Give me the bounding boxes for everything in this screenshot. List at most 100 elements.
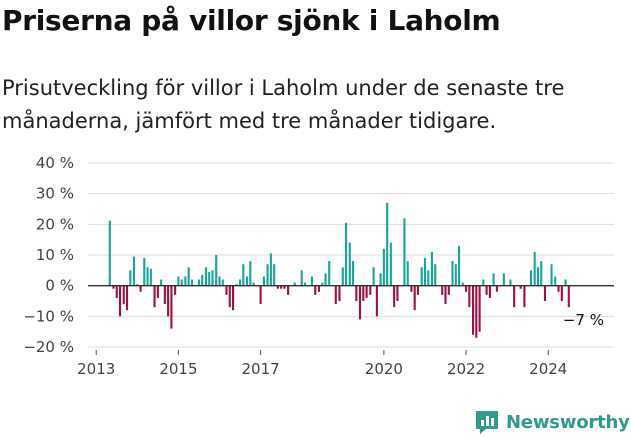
bar [187, 267, 190, 286]
bar [482, 279, 485, 286]
bar [369, 285, 372, 295]
bar [355, 285, 358, 301]
bar [139, 285, 142, 292]
bar [351, 261, 355, 286]
bar [129, 270, 132, 286]
bar [266, 264, 269, 286]
bar [348, 242, 351, 286]
bar [225, 285, 228, 295]
bar [403, 218, 406, 286]
bar [143, 258, 146, 286]
latest-value-label: −7 % [563, 311, 604, 329]
bar [283, 285, 286, 289]
bar [533, 251, 536, 286]
bar [345, 222, 348, 286]
bar [156, 285, 159, 298]
bar [174, 285, 177, 295]
chart-grid [88, 162, 614, 348]
bar [362, 285, 365, 301]
bar [427, 270, 430, 286]
bar [465, 285, 468, 292]
bar [132, 256, 136, 286]
bar [235, 284, 238, 286]
bar [386, 202, 389, 286]
bar [513, 285, 516, 308]
y-tick-label: 0 % [45, 277, 74, 295]
x-tick-label: 2024 [529, 360, 567, 378]
y-tick-label: −20 % [23, 338, 74, 356]
bar [454, 264, 457, 286]
bar [502, 273, 505, 286]
bar [441, 285, 444, 295]
bar [447, 285, 450, 295]
bar [372, 267, 375, 286]
bar [215, 255, 218, 286]
bar [475, 285, 478, 338]
bar [358, 285, 362, 320]
bar [509, 279, 512, 286]
bar [492, 273, 495, 286]
bar [485, 285, 488, 295]
bar [519, 285, 522, 289]
bar [221, 279, 224, 286]
bar [393, 285, 396, 308]
bar [149, 268, 152, 286]
bar [529, 270, 533, 286]
bar [232, 285, 235, 311]
bar [451, 261, 454, 286]
bar [108, 220, 111, 286]
bar [122, 285, 125, 305]
chart-subtitle: Prisutveckling för villor i Laholm under… [2, 76, 565, 133]
bar [269, 253, 272, 286]
bar [180, 279, 183, 286]
bar [245, 276, 249, 286]
bar [310, 276, 314, 286]
bar [208, 271, 211, 286]
bar [238, 279, 242, 286]
bar [365, 285, 368, 298]
y-tick-label: 20 % [36, 215, 74, 233]
bar [163, 285, 166, 305]
bar [471, 285, 475, 335]
bar [228, 285, 231, 308]
bar [423, 258, 427, 286]
y-tick-label: 10 % [36, 246, 74, 264]
x-tick-label: 2020 [365, 360, 403, 378]
bar [242, 264, 245, 286]
bar [321, 282, 324, 286]
x-axis: 2013 2015 2017 2020 2022 2024 [77, 350, 567, 378]
bar [557, 285, 560, 292]
bar [167, 285, 170, 317]
bar [444, 285, 447, 305]
x-tick-label: 2017 [242, 360, 280, 378]
bar [328, 261, 331, 286]
bar [540, 261, 543, 286]
bar [379, 273, 382, 286]
bar [458, 245, 461, 286]
bar [259, 285, 262, 305]
bar [204, 267, 207, 286]
bar [293, 282, 296, 286]
bar [287, 285, 290, 295]
y-axis: 40 % 30 % 20 % 10 % 0 % −10 % −20 % [23, 154, 74, 356]
bar [262, 276, 265, 286]
bar [543, 285, 547, 301]
bar [276, 285, 279, 289]
bar [338, 285, 341, 301]
bar [564, 279, 567, 286]
bar [375, 285, 378, 317]
bar [249, 261, 252, 286]
bar [416, 285, 420, 295]
bar [495, 285, 498, 292]
bar [197, 279, 201, 286]
bar [434, 264, 437, 286]
bar [410, 285, 413, 292]
bar [396, 285, 399, 301]
bar [413, 285, 416, 311]
bar [218, 276, 221, 286]
bar [201, 274, 204, 286]
bar-chart: 40 %30 %20 %10 %0 %−10 %−20 % 2013 2015 20… [23, 154, 614, 378]
bar [252, 282, 255, 286]
x-tick-label: 2013 [77, 360, 115, 378]
y-tick-label: 30 % [36, 185, 74, 203]
